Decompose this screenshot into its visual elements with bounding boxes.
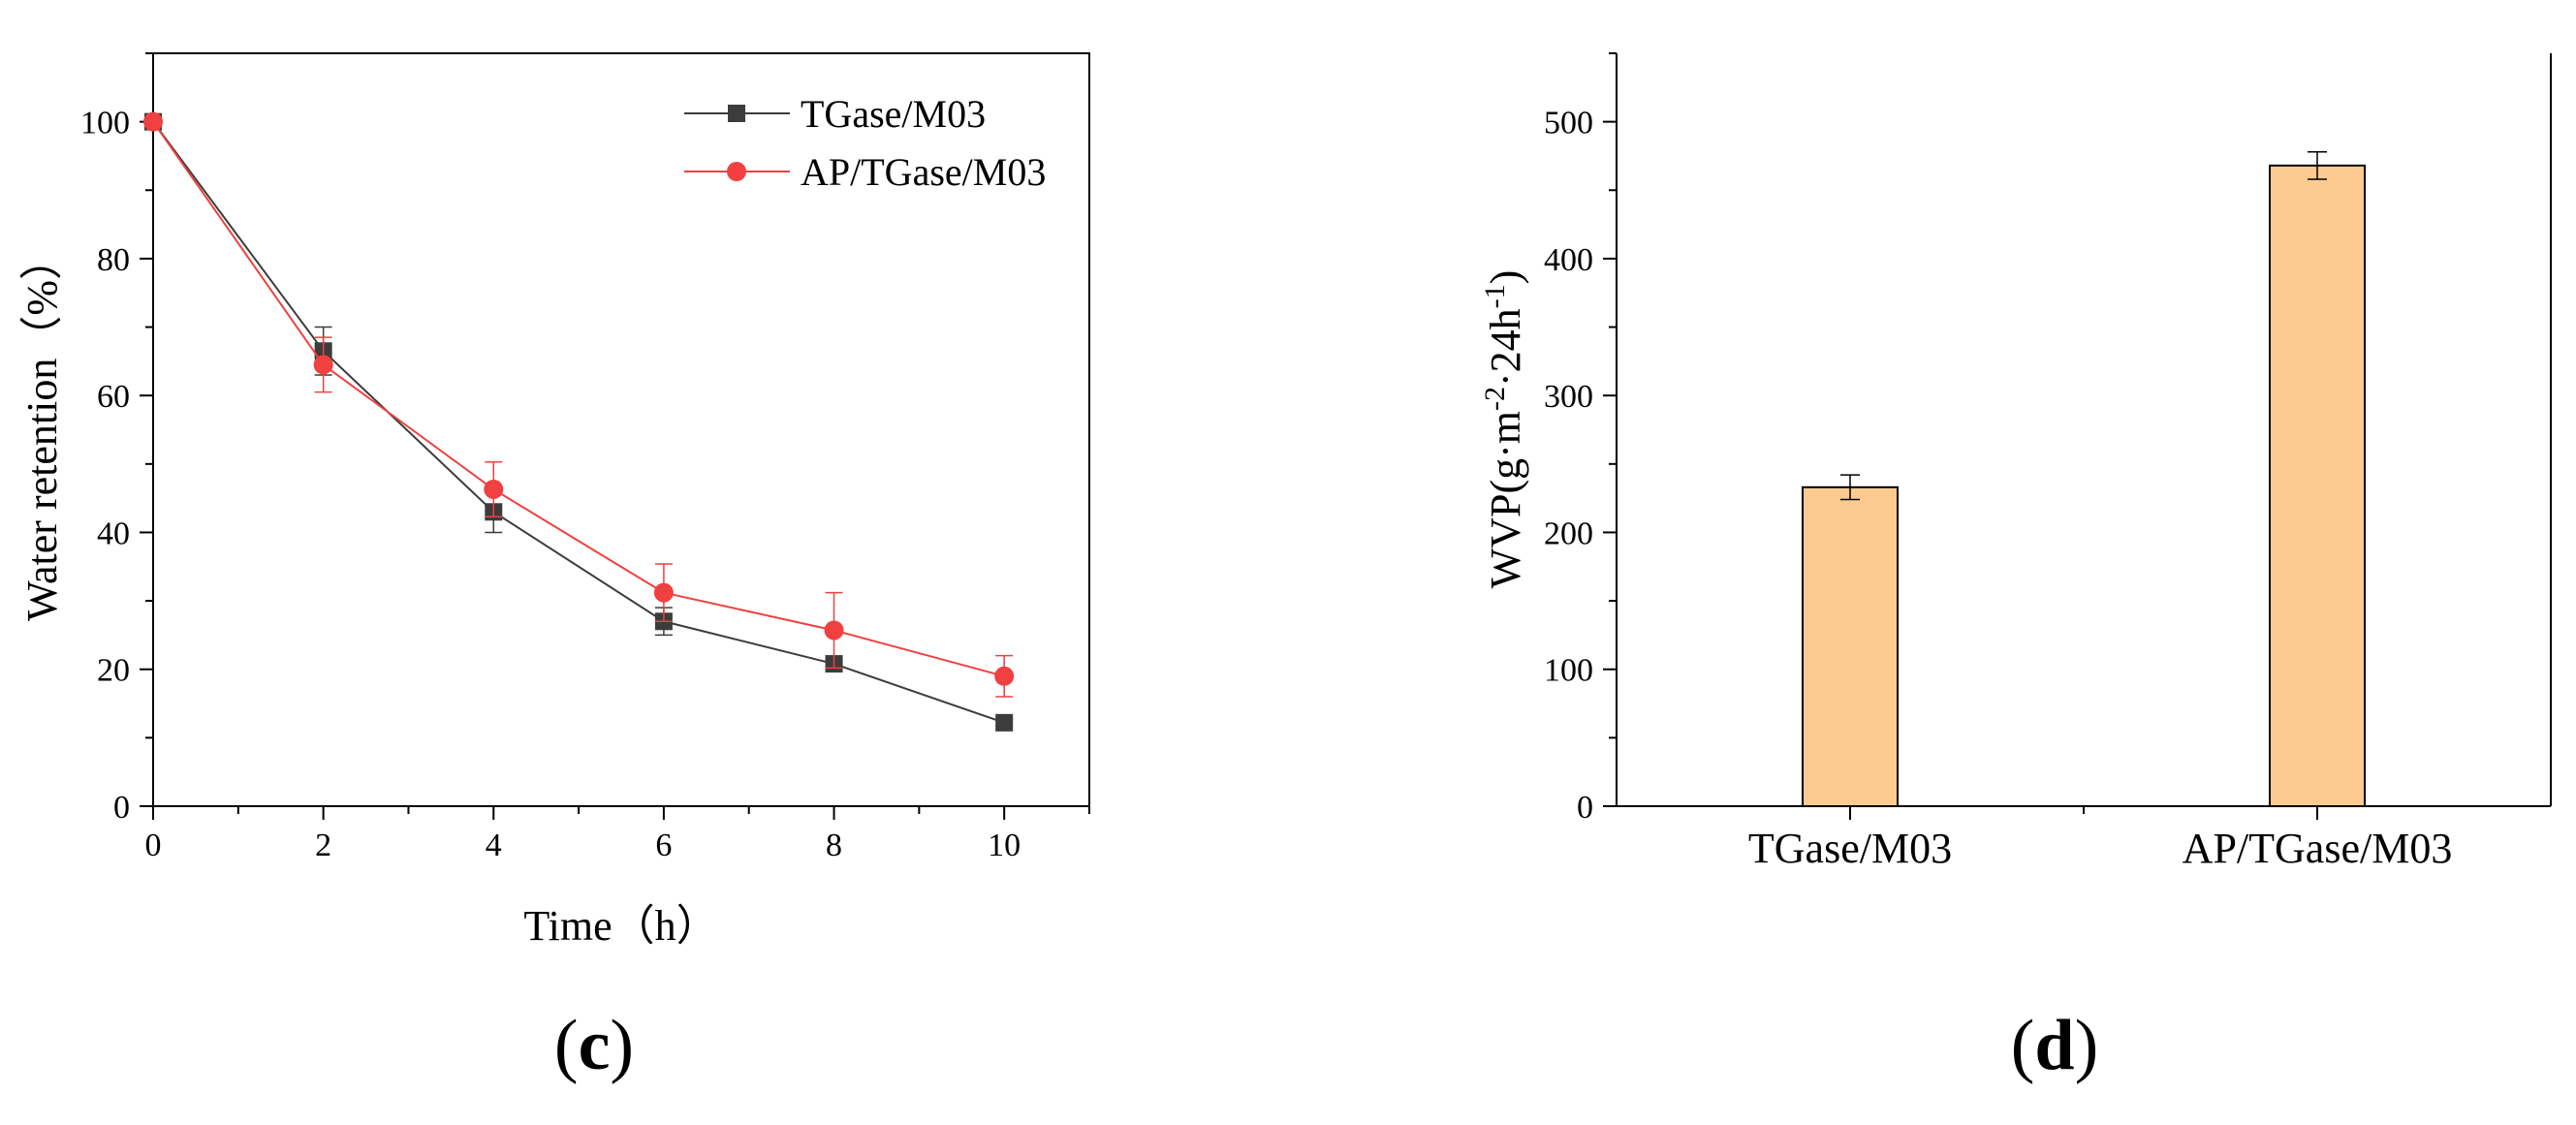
legend-marker-circle — [727, 162, 746, 181]
x-tick-label: 0 — [145, 828, 162, 863]
data-point-circle — [994, 666, 1015, 686]
panel-d-bars — [1802, 150, 2366, 808]
panel-c-legend: TGase/M03 AP/TGase/M03 — [684, 92, 1046, 194]
y-tick-label: 400 — [1544, 242, 1593, 278]
panel-c-ticks — [140, 52, 1090, 820]
y-tick-label: 200 — [1544, 516, 1593, 551]
y-tick-label: 0 — [113, 790, 130, 826]
y-tick-label: 60 — [97, 379, 130, 415]
series-ap-tgase-m03 — [143, 111, 1015, 698]
panel-d-x-tick-labels: TGase/M03 AP/TGase/M03 — [1748, 825, 2452, 872]
panel-c-series — [143, 111, 1015, 732]
panel-c-x-axis-label: Time（h） — [523, 902, 718, 950]
x-tick-label: 8 — [826, 828, 842, 863]
panel-label-d-close: ) — [2075, 1006, 2099, 1085]
panel-d-y-axis-label: WVP(g·m-2·24h-1) — [1479, 270, 1529, 589]
panel-d-bar-chart: 0 100 200 300 400 500 TGase/M03 AP/TGase/M03 W… — [1479, 52, 2552, 872]
data-point-circle — [313, 355, 333, 375]
panel-label-c-letter: c — [579, 1006, 611, 1085]
panel-label-c: (c) — [554, 1006, 634, 1085]
data-point-square — [995, 713, 1014, 732]
ylabel-sup-1: -2 — [1479, 387, 1511, 411]
legend-label-tgase: TGase/M03 — [801, 92, 986, 136]
panel-label-d-letter: d — [2034, 1006, 2074, 1085]
panel-c-plot-frame — [152, 52, 1090, 807]
y-tick-label: 100 — [80, 106, 130, 141]
y-tick-label: 20 — [97, 653, 130, 689]
panel-label-c-open: ( — [554, 1006, 579, 1085]
y-tick-label: 100 — [1544, 653, 1593, 689]
data-point-circle — [143, 111, 163, 132]
y-tick-label: 0 — [1577, 790, 1593, 826]
panel-d-ticks — [1603, 52, 2318, 820]
series-line — [152, 121, 1005, 677]
bar-tgase-m03 — [1802, 485, 1899, 807]
ylabel-mid: ·24h — [1482, 308, 1529, 387]
y-tick-label: 300 — [1544, 379, 1593, 415]
x-tick-label: 4 — [486, 828, 502, 863]
panel-c-y-axis-label: Water retention（%） — [18, 237, 66, 621]
series-tgase-m03 — [144, 112, 1014, 732]
series-line — [152, 121, 1005, 724]
bar-ap-tgase-m03 — [2269, 164, 2366, 808]
panel-label-c-close: ) — [610, 1006, 634, 1085]
panel-d-y-tick-labels: 0 100 200 300 400 500 — [1544, 106, 1593, 826]
data-point-circle — [484, 479, 504, 499]
ylabel-sup-2: -1 — [1479, 284, 1511, 308]
y-tick-label: 40 — [97, 516, 130, 551]
legend-label-ap-tgase: AP/TGase/M03 — [801, 150, 1046, 194]
data-point-circle — [653, 582, 674, 603]
panel-c-x-tick-labels: 0 2 4 6 8 10 — [145, 828, 1021, 863]
x-tick-label: 10 — [988, 828, 1021, 863]
x-tick-label: 2 — [315, 828, 331, 863]
panel-label-d: (d) — [2011, 1006, 2098, 1085]
data-point-circle — [824, 620, 844, 641]
x-category-label: TGase/M03 — [1748, 825, 1952, 872]
x-category-label: AP/TGase/M03 — [2183, 825, 2453, 872]
panel-c-y-tick-labels: 0 20 40 60 80 100 — [80, 106, 130, 826]
x-tick-label: 6 — [655, 828, 672, 863]
panel-label-d-open: ( — [2011, 1006, 2035, 1085]
legend-marker-square — [728, 105, 745, 122]
y-tick-label: 500 — [1544, 106, 1593, 141]
ylabel-end: ) — [1482, 270, 1529, 285]
ylabel-main: WVP(g·m — [1482, 411, 1529, 588]
y-tick-label: 80 — [97, 242, 130, 278]
panel-c-line-chart: 0 2 4 6 8 10 0 20 40 60 80 100 Time（h） Water reten… — [18, 52, 1090, 950]
